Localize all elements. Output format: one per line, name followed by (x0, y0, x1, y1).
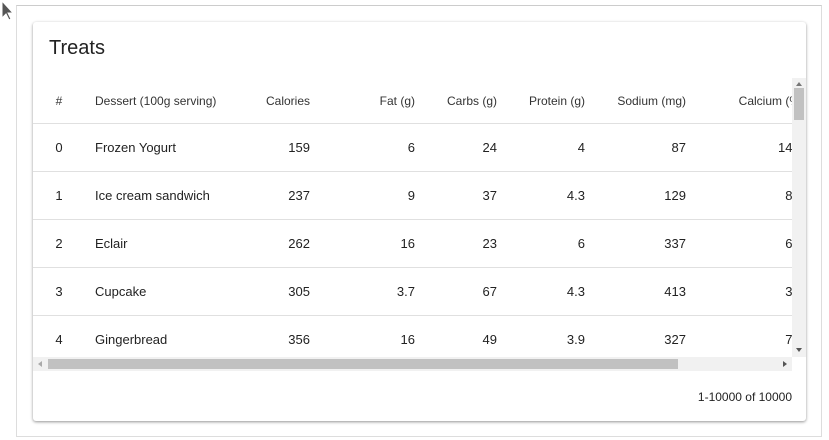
table-cell: 7% (785, 332, 792, 347)
table-cell: 3 (55, 284, 63, 299)
table-cell: Cupcake (95, 284, 147, 299)
scrollbar-graphics (794, 82, 804, 352)
table-cell: 356 (288, 332, 310, 347)
table-cell: 6 (407, 140, 415, 155)
table-cell: 1 (55, 188, 63, 203)
pagination-info: 1-10000 of 10000 (697, 390, 792, 404)
table-cell: 2 (55, 236, 63, 251)
table-row[interactable]: 0 Frozen Yogurt 159 6 24 4 87 14% (33, 124, 792, 172)
table-title: Treats (49, 37, 105, 59)
table-cell: 23 (482, 236, 497, 251)
table-row[interactable]: 4 Gingerbread 356 16 49 3.9 327 7% (33, 316, 792, 357)
table: # Dessert (100g serving) Calories Fat (g) Ca… (33, 78, 792, 357)
table-cell: 67 (482, 284, 497, 299)
table-cell: 159 (288, 140, 310, 155)
container (16, 5, 822, 437)
table-cell: 337 (664, 236, 686, 251)
table-cell: 14% (777, 140, 792, 155)
table-cell: 16 (400, 236, 415, 251)
table-row[interactable]: 1 Ice cream sandwich 237 9 37 4.3 129 8% (33, 172, 792, 220)
table-cell: 4 (577, 140, 585, 155)
table-cell: 262 (288, 236, 310, 251)
table-cell: 4 (55, 332, 63, 347)
table-cell: 6 (577, 236, 585, 251)
table-cell: 129 (664, 188, 686, 203)
table-cell: 4.3 (566, 188, 585, 203)
table-cell: 24 (482, 140, 497, 155)
table-cell: 16 (400, 332, 415, 347)
table-row[interactable]: 2 Eclair 262 16 23 6 337 6% (33, 220, 792, 268)
table-cell: 3.7 (396, 284, 415, 299)
table-cell: 8% (785, 188, 792, 203)
table-cell: 305 (288, 284, 310, 299)
column-header[interactable]: Sodium (mg) (617, 94, 686, 108)
column-header[interactable]: Dessert (100g serving) (95, 94, 217, 108)
column-header[interactable]: Carbs (g) (446, 94, 497, 108)
table-cell: 327 (664, 332, 686, 347)
table-row[interactable]: 3 Cupcake 305 3.7 67 4.3 413 3% (33, 268, 792, 316)
table-cell: 9 (407, 188, 415, 203)
cursor (1, 0, 15, 20)
table-cell: 0 (55, 140, 63, 155)
card: Treats # Dessert (100g serving) Calories Fa… (33, 22, 806, 421)
horizontal-scrollbar[interactable] (33, 357, 792, 371)
table-cell: 49 (482, 332, 497, 347)
table-cell: 413 (664, 284, 686, 299)
column-header[interactable]: Protein (g) (528, 94, 585, 108)
table-cell: 3% (785, 284, 792, 299)
vertical-scrollbar[interactable] (792, 78, 806, 357)
column-header[interactable]: # (55, 94, 63, 108)
table-cell: Frozen Yogurt (95, 140, 176, 155)
table-cell: 6% (785, 236, 792, 251)
table-cell: 4.3 (566, 284, 585, 299)
table-cell: 87 (671, 140, 686, 155)
table-cell: Eclair (95, 236, 128, 251)
column-header[interactable]: Fat (g) (379, 94, 415, 108)
column-header[interactable]: Calories (265, 94, 310, 108)
table-cell: 37 (482, 188, 497, 203)
table-cell: Gingerbread (95, 332, 168, 347)
column-header[interactable]: Calcium (%) (738, 94, 792, 108)
table-cell: Ice cream sandwich (95, 188, 210, 203)
table-cell: 237 (288, 188, 310, 203)
scrollbar-graphics (38, 359, 787, 369)
table-cell: 3.9 (566, 332, 585, 347)
header-row: # Dessert (100g serving) Calories Fat (g) Ca… (33, 78, 792, 124)
